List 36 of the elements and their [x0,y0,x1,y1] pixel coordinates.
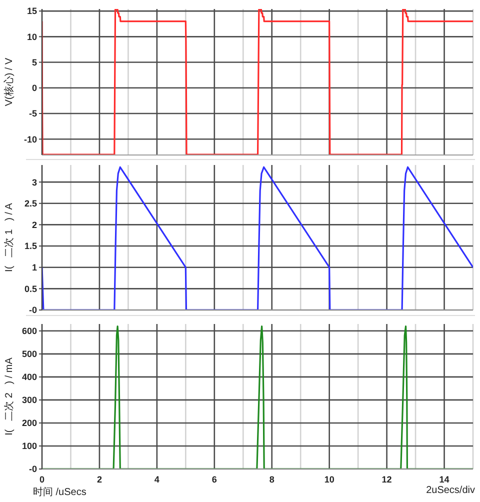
y-tick-label: 10 [26,32,37,42]
x-tick-label: 12 [382,474,392,484]
line-series [42,166,473,310]
y-tick-label: 3 [32,177,37,188]
y-tick-label: 1 [32,262,37,273]
y-tick-label: 1.5 [24,241,37,252]
x-tick-label: 2 [96,474,102,484]
y-tick-label: 100 [22,441,37,452]
y-tick-label: -0 [28,305,37,316]
y-tick-label: 2 [32,220,37,230]
y-axis-title: I( 二次 1 ) / A [4,202,14,272]
y-axis-title: I( 二次 2 ) / mA [4,357,14,436]
line-series [42,9,473,155]
x-tick-label: 14 [439,474,450,484]
y-tick-label: 300 [22,395,37,406]
x-tick-label: 0 [39,474,45,484]
y-axis-title: V(核心) / V [2,58,14,106]
y-tick-label: 0.5 [24,284,37,294]
y-tick-label: 200 [22,418,37,428]
y-tick-label: 2.5 [24,198,37,209]
y-tick-label: 5 [32,57,37,68]
y-tick-label: 600 [22,326,37,336]
y-tick-label: 0 [32,83,37,94]
x-tick-label: 10 [324,474,334,484]
x-tick-label: 4 [154,474,160,484]
y-tick-label: 15 [26,6,37,16]
y-tick-label: -0 [28,464,37,474]
y-tick-label: 500 [22,349,37,360]
y-tick-label: -10 [24,134,37,144]
y-tick-label: 400 [22,372,37,382]
x-tick-label: 8 [269,474,274,484]
x-tick-label: 6 [212,474,217,484]
x-axis-title: 时间 /uSecs [33,486,86,499]
text: 2uSecs/div [426,485,475,496]
y-tick-label: -5 [28,108,37,119]
line-series [42,326,473,469]
